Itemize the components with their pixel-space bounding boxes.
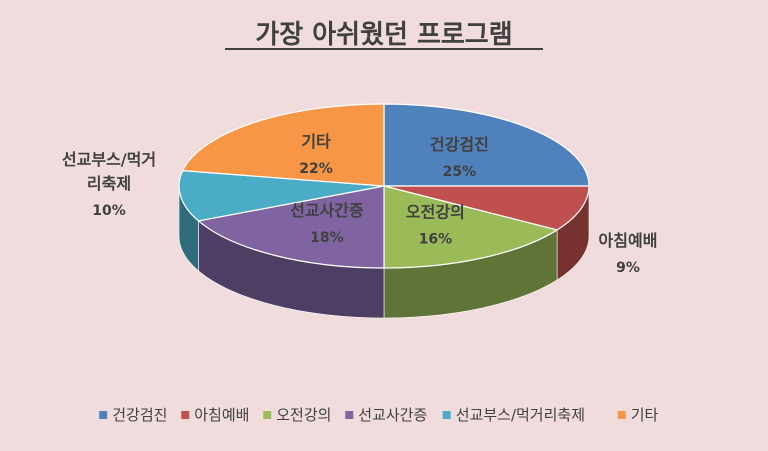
legend-label-5: 선교부스/먹거리축제 <box>456 406 585 424</box>
pie-slice-5 <box>178 170 385 222</box>
pie-depth-group <box>178 185 590 319</box>
pie-slice-2 <box>383 185 590 231</box>
data-label-value-2: 9% <box>616 260 640 276</box>
legend-label-4: 선교사간증 <box>358 406 427 424</box>
legend-label-6: 기타 <box>631 406 659 424</box>
data-label-name-5: 선교부스/먹거 <box>62 150 156 169</box>
data-labels-group: 건강검진 25% 아침예배 9% 오전강의 16% 선교사간증 18% 선교부스/먹거리축제 10… <box>62 132 658 276</box>
legend-swatch-2 <box>181 411 190 419</box>
legend-swatch-3 <box>263 411 272 419</box>
legend: 건강검진 아침예배 오전강의 선교사간증 선교부스/먹거리축제 기타 <box>99 406 659 424</box>
data-label-name-6: 기타 <box>301 132 331 151</box>
pie-slice-3 <box>383 185 559 269</box>
data-label-value-1: 25% <box>443 164 477 180</box>
data-label-name-1: 건강검진 <box>430 135 489 154</box>
data-label-name-3: 오전강의 <box>406 202 465 221</box>
legend-label-3: 오전강의 <box>276 406 331 424</box>
data-label-name-4: 선교사간증 <box>290 201 364 220</box>
pie-slice-4 <box>197 185 385 269</box>
legend-swatch-4 <box>345 411 354 419</box>
pie-slice-6 <box>181 103 385 187</box>
data-label-value-4: 18% <box>310 230 344 246</box>
data-label-name-5: 리축제 <box>87 174 131 193</box>
data-label-value-3: 16% <box>419 231 453 247</box>
legend-swatch-6 <box>617 411 626 419</box>
legend-label-2: 아침예배 <box>194 406 249 424</box>
data-label-value-5: 10% <box>92 203 126 219</box>
pie-top-group <box>178 103 590 269</box>
legend-swatch-5 <box>442 411 451 419</box>
chart-title: 가장 아쉬웠던 프로그램 <box>255 20 512 50</box>
legend-label-1: 건강검진 <box>112 406 167 424</box>
data-label-value-6: 22% <box>299 161 333 177</box>
data-label-name-2: 아침예배 <box>599 231 658 250</box>
legend-swatch-1 <box>99 411 108 419</box>
pie-slice-1 <box>383 103 590 187</box>
